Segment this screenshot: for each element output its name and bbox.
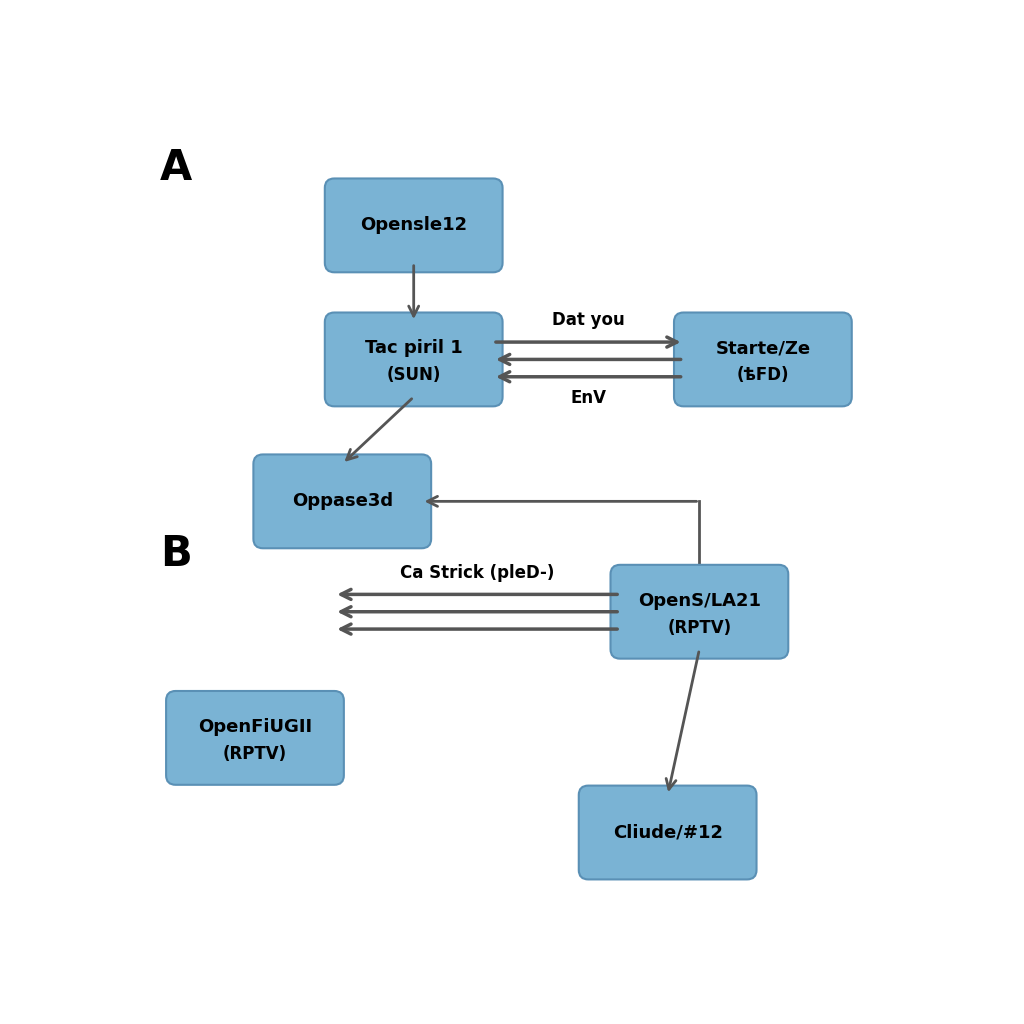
Text: Opensle12: Opensle12: [360, 216, 467, 234]
Text: OpenS/LA21: OpenS/LA21: [638, 592, 761, 609]
Text: Starte/Ze: Starte/Ze: [716, 339, 810, 357]
FancyBboxPatch shape: [579, 785, 757, 880]
Text: (SUN): (SUN): [386, 367, 441, 384]
Text: (RPTV): (RPTV): [668, 618, 731, 637]
FancyBboxPatch shape: [674, 312, 852, 407]
FancyBboxPatch shape: [325, 312, 503, 407]
Text: EnV: EnV: [570, 389, 606, 408]
FancyBboxPatch shape: [253, 455, 431, 548]
Text: (RPTV): (RPTV): [223, 744, 287, 763]
Text: A: A: [160, 146, 191, 188]
Text: Tac piril 1: Tac piril 1: [365, 339, 463, 357]
Text: (ѣFD): (ѣFD): [736, 367, 790, 384]
FancyBboxPatch shape: [166, 691, 344, 784]
Text: OpenFiUGII: OpenFiUGII: [198, 718, 312, 736]
Text: Oppase3d: Oppase3d: [292, 493, 393, 510]
Text: Cliude/#12: Cliude/#12: [612, 823, 723, 842]
FancyBboxPatch shape: [610, 565, 788, 658]
FancyBboxPatch shape: [325, 178, 503, 272]
Text: Dat you: Dat you: [552, 311, 625, 330]
Text: Ca Strick (pleD-): Ca Strick (pleD-): [400, 564, 554, 582]
Text: B: B: [160, 532, 191, 574]
